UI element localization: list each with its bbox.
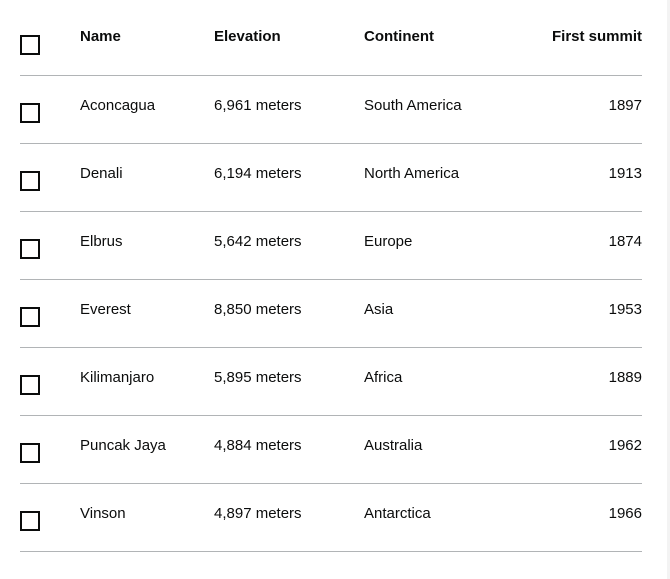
mountains-table: Name Elevation Continent First summit Ac… <box>20 8 642 552</box>
column-header-name[interactable]: Name <box>80 28 121 45</box>
cell-name: Vinson <box>80 505 126 522</box>
column-header-elevation[interactable]: Elevation <box>214 28 281 45</box>
cell-first-summit: 1962 <box>608 437 642 454</box>
cell-first-summit: 1913 <box>608 165 642 182</box>
cell-elevation: 5,642 meters <box>214 233 302 250</box>
cell-continent: Europe <box>364 233 413 250</box>
cell-elevation: 8,850 meters <box>214 301 302 318</box>
table-row: Aconcagua 6,961 meters South America 189… <box>20 76 642 144</box>
cell-elevation: 6,961 meters <box>214 97 302 114</box>
table-row: Vinson 4,897 meters Antarctica 1966 <box>20 484 642 552</box>
column-header-first-summit[interactable]: First summit <box>551 28 642 45</box>
table-row: Everest 8,850 meters Asia 1953 <box>20 280 642 348</box>
cell-name: Aconcagua <box>80 97 156 114</box>
cell-continent: North America <box>364 165 460 182</box>
frame-edge <box>667 0 670 579</box>
cell-continent: Antarctica <box>364 505 431 522</box>
cell-continent: Australia <box>364 437 423 454</box>
cell-elevation: 5,895 meters <box>214 369 302 386</box>
column-header-continent[interactable]: Continent <box>364 28 434 45</box>
cell-name: Denali <box>80 165 123 182</box>
cell-name: Puncak Jaya <box>80 437 166 454</box>
table-row: Kilimanjaro 5,895 meters Africa 1889 <box>20 348 642 416</box>
table-row: Puncak Jaya 4,884 meters Australia 1962 <box>20 416 642 484</box>
cell-name: Kilimanjaro <box>80 369 155 386</box>
cell-continent: South America <box>364 97 462 114</box>
select-all-checkbox[interactable] <box>20 35 40 55</box>
cell-continent: Asia <box>364 301 394 318</box>
cell-first-summit: 1889 <box>608 369 642 386</box>
cell-first-summit: 1874 <box>608 233 642 250</box>
row-checkbox[interactable] <box>20 239 40 259</box>
cell-first-summit: 1897 <box>608 97 642 114</box>
row-checkbox[interactable] <box>20 171 40 191</box>
table-row: Elbrus 5,642 meters Europe 1874 <box>20 212 642 280</box>
cell-elevation: 6,194 meters <box>214 165 302 182</box>
cell-first-summit: 1953 <box>608 301 642 318</box>
cell-elevation: 4,884 meters <box>214 437 302 454</box>
table-header-row: Name Elevation Continent First summit <box>20 8 642 76</box>
row-checkbox[interactable] <box>20 307 40 327</box>
cell-elevation: 4,897 meters <box>214 505 302 522</box>
row-checkbox[interactable] <box>20 375 40 395</box>
cell-name: Everest <box>80 301 131 318</box>
row-checkbox[interactable] <box>20 511 40 531</box>
table-row: Denali 6,194 meters North America 1913 <box>20 144 642 212</box>
row-checkbox[interactable] <box>20 103 40 123</box>
row-checkbox[interactable] <box>20 443 40 463</box>
cell-first-summit: 1966 <box>608 505 642 522</box>
cell-name: Elbrus <box>80 233 123 250</box>
cell-continent: Africa <box>364 369 403 386</box>
